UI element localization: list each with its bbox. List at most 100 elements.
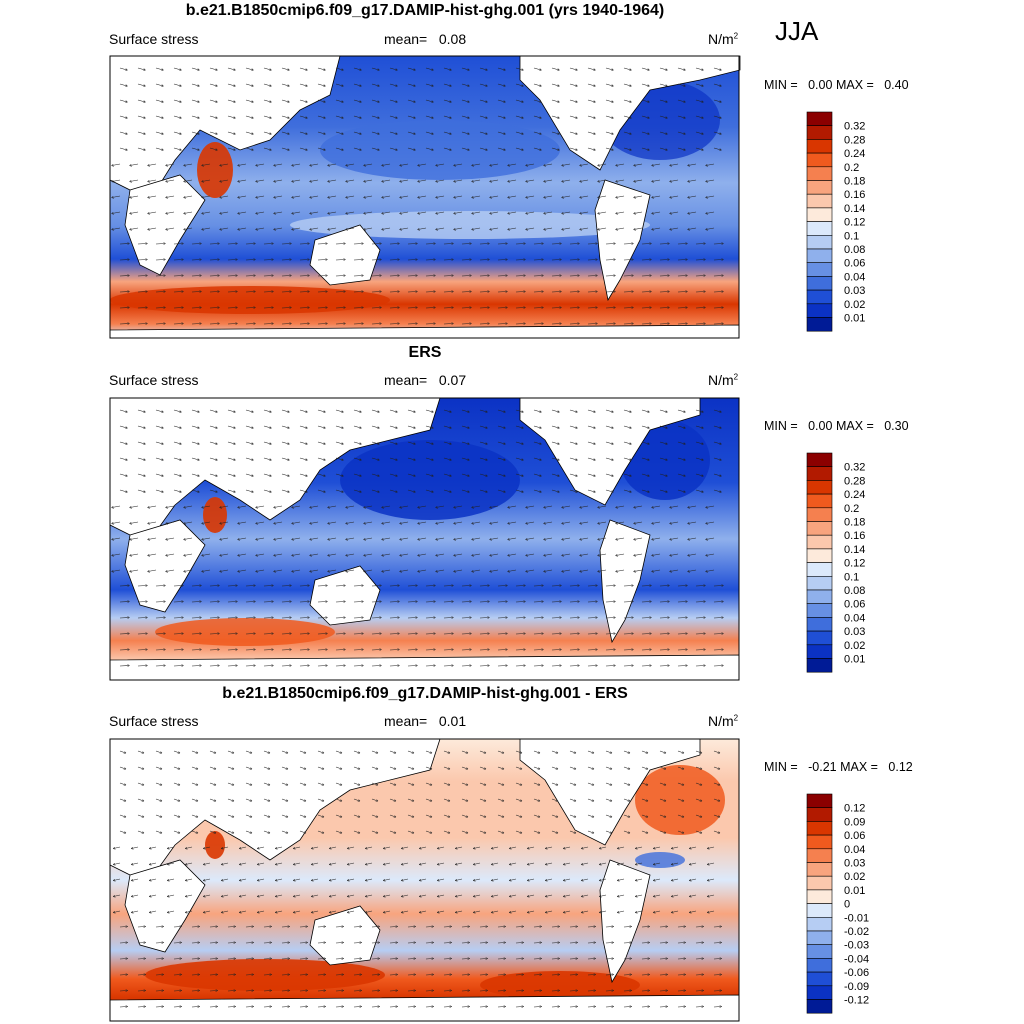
stress-vector	[641, 131, 649, 134]
stress-vector	[335, 409, 343, 412]
stress-vector	[353, 67, 361, 70]
stress-vector	[353, 115, 361, 118]
stress-vector	[173, 425, 181, 428]
stress-vector	[497, 409, 505, 412]
stress-vector	[713, 324, 723, 325]
colorbar-tick-label: 0.12	[844, 803, 865, 815]
stress-vector	[418, 227, 427, 230]
stress-vector	[155, 99, 163, 102]
stress-vector	[659, 324, 669, 325]
stress-vector	[695, 260, 705, 261]
stress-vector	[515, 292, 525, 293]
stress-vector	[569, 425, 577, 428]
colorbar-tick-label: 0.02	[844, 299, 865, 311]
stress-vector	[407, 67, 415, 70]
stress-vector	[209, 324, 219, 325]
stress-vector	[425, 115, 433, 118]
stress-vector	[706, 179, 715, 182]
colorbar-tick-label: 0.06	[844, 830, 865, 842]
stress-vector	[605, 324, 615, 325]
stress-vector	[353, 308, 363, 309]
colorbar-tick-label: 0.12	[844, 558, 865, 570]
stress-vector	[515, 131, 523, 134]
stress-vector	[137, 244, 147, 245]
colorbar-swatch	[806, 589, 833, 604]
stress-vector	[670, 227, 679, 230]
stress-vector	[256, 179, 265, 182]
stress-vector	[425, 409, 433, 412]
stress-vector	[256, 211, 265, 214]
stress-vector	[191, 260, 201, 261]
season-label: JJA	[775, 16, 819, 46]
stress-vector	[184, 179, 193, 182]
stress-vector	[526, 211, 535, 214]
colorbar-swatch	[806, 248, 833, 263]
stress-vector	[209, 308, 219, 309]
stress-vector	[713, 409, 721, 412]
stress-vector	[623, 83, 631, 86]
stress-vector	[713, 147, 721, 150]
stress-vector	[677, 67, 685, 70]
stress-vector	[137, 441, 145, 444]
stress-vector	[598, 227, 607, 230]
stress-vector	[425, 67, 433, 70]
stress-vector	[371, 244, 381, 245]
stress-vector	[407, 147, 415, 150]
stress-vector	[299, 131, 307, 134]
stress-vector	[461, 276, 471, 277]
stress-vector	[425, 308, 435, 309]
stress-vector	[472, 179, 481, 182]
stress-vector	[353, 83, 361, 86]
stress-vector	[659, 99, 667, 102]
stress-vector	[155, 425, 163, 428]
panel2-land-south-america	[599, 519, 651, 644]
stress-vector	[587, 276, 597, 277]
stress-vector	[580, 195, 589, 198]
stress-vector	[371, 131, 379, 134]
stress-vector	[155, 409, 163, 412]
stress-vector	[317, 276, 327, 277]
colorbar-tick-label: 0.18	[844, 517, 865, 529]
panel1-min-value: 0.00	[808, 78, 833, 92]
stress-vector	[497, 131, 505, 134]
panel1-max-label: MAX =	[835, 78, 874, 92]
stress-vector	[623, 244, 633, 245]
panel1-southern-jet	[110, 286, 390, 314]
stress-vector	[677, 292, 687, 293]
stress-vector	[299, 260, 309, 261]
stress-vector	[227, 276, 237, 277]
stress-vector	[605, 260, 615, 261]
stress-vector	[119, 260, 129, 261]
stress-vector	[281, 99, 289, 102]
stress-vector	[695, 276, 705, 277]
stress-vector	[137, 308, 147, 309]
colorbar-tick-label: 0.12	[844, 217, 865, 229]
stress-vector	[371, 292, 381, 293]
panel2-pacific-band	[340, 440, 520, 520]
colorbar-swatch	[806, 848, 833, 863]
stress-vector	[299, 292, 309, 293]
stress-vector	[472, 211, 481, 214]
stress-vector	[677, 409, 685, 412]
stress-vector	[245, 83, 253, 86]
panel1-mean: mean= 0.08	[384, 31, 466, 47]
stress-vector	[227, 67, 235, 70]
stress-vector	[346, 211, 355, 214]
panel2-vectors	[112, 409, 723, 666]
stress-vector	[605, 115, 613, 118]
stress-vector	[407, 324, 417, 325]
stress-vector	[382, 163, 391, 166]
stress-vector	[407, 308, 417, 309]
stress-vector	[695, 244, 705, 245]
stress-vector	[569, 244, 579, 245]
stress-vector	[184, 195, 193, 198]
stress-vector	[688, 179, 697, 182]
stress-vector	[677, 131, 685, 134]
stress-vector	[407, 244, 417, 245]
stress-vector	[551, 67, 559, 70]
stress-vector	[436, 211, 445, 214]
panel3-units-main: N/m	[708, 713, 734, 729]
stress-vector	[281, 115, 289, 118]
stress-vector	[479, 115, 487, 118]
stress-vector	[677, 244, 687, 245]
